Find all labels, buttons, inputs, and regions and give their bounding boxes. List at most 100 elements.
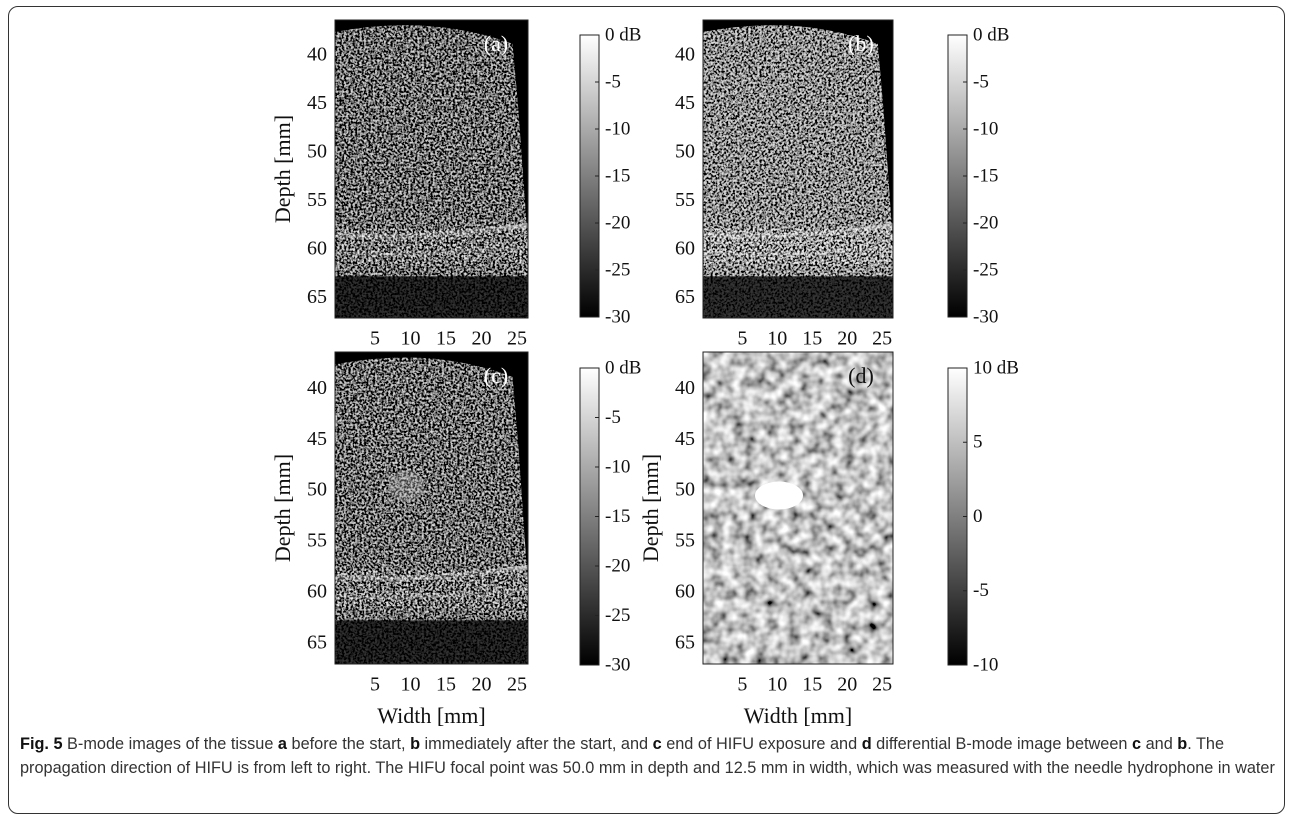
caption-bold: c (652, 735, 662, 753)
colorbar-tick-label: 0 dB (605, 357, 641, 378)
y-axis-label: Depth [mm] (270, 454, 295, 562)
image-border (702, 351, 894, 665)
y-tick-label: 40 (307, 377, 327, 399)
colorbar-tick-label: -20 (605, 212, 630, 233)
panel-label: (a) (484, 31, 508, 56)
colorbar-tick-label: -10 (973, 118, 998, 139)
caption-text: end of HIFU exposure and (661, 735, 862, 753)
x-tick-label: 25 (872, 674, 892, 696)
colorbar-tick-label: -15 (605, 506, 630, 527)
y-tick-label: 40 (675, 377, 695, 399)
colorbar-tick-label: -30 (973, 306, 998, 327)
y-tick-label: 55 (675, 530, 695, 552)
x-tick-label: 20 (837, 328, 857, 350)
colorbar-tick-label: -5 (605, 71, 621, 92)
colorbar-tick-label: -25 (973, 259, 998, 280)
colorbar-tick-label: 0 (973, 506, 983, 527)
panel: (a) 40 45 50 55 60 65 5 10 15 20 25 Depth [mm] 0 dB -5… (270, 19, 641, 350)
x-tick-label: 5 (737, 328, 747, 350)
colorbar-tick-label: 0 dB (973, 24, 1009, 45)
speckle (703, 25, 893, 318)
y-tick-label: 45 (675, 428, 695, 450)
panel: (c) 40 45 50 55 60 65 5 10 15 20 25 Depth [mm] Width … (270, 351, 641, 728)
difference-texture (703, 352, 893, 664)
x-tick-label: 20 (471, 328, 491, 350)
colorbar-tick-label: -5 (973, 71, 989, 92)
image-border (334, 19, 529, 319)
colorbar-tick-label: -15 (605, 165, 630, 186)
image-border (334, 351, 529, 665)
x-axis-label: Width [mm] (377, 703, 486, 728)
speckle-overlay (335, 228, 528, 265)
caption-text: differential B-mode image between (871, 735, 1132, 753)
y-tick-label: 50 (307, 479, 327, 501)
speckle (335, 25, 528, 318)
lesion (755, 481, 803, 510)
colorbar-tick-label: 0 dB (605, 24, 641, 45)
y-tick-label: 55 (675, 189, 695, 211)
y-tick-label: 40 (307, 43, 327, 65)
panel-label: (c) (484, 363, 508, 388)
x-tick-label: 20 (837, 674, 857, 696)
caption-text: and (1141, 735, 1178, 753)
caption-bold: c (1132, 735, 1142, 753)
y-tick-label: 60 (675, 580, 695, 602)
colorbar-tick-label: -10 (973, 654, 998, 675)
x-tick-label: 10 (400, 674, 420, 696)
colorbar-tick-label: -25 (605, 605, 630, 626)
y-tick-label: 50 (307, 141, 327, 163)
x-tick-label: 25 (872, 328, 892, 350)
y-tick-label: 65 (307, 286, 327, 308)
y-axis-label: Depth [mm] (638, 454, 663, 562)
image-border (702, 19, 894, 319)
deep-shadow (703, 276, 893, 318)
colorbar-tick-label: 10 dB (973, 357, 1019, 378)
y-tick-label: 45 (307, 92, 327, 114)
colorbar-tick-label: -25 (605, 259, 630, 280)
y-tick-label: 60 (307, 238, 327, 260)
y-tick-label: 55 (307, 189, 327, 211)
x-tick-label: 5 (370, 674, 380, 696)
speckle-overlay (335, 570, 528, 608)
caption-text: immediately after the start, and (420, 735, 653, 753)
deep-shadow (335, 276, 528, 318)
y-tick-label: 65 (675, 286, 695, 308)
x-tick-label: 25 (507, 328, 527, 350)
caption-text: before the start, (286, 735, 411, 753)
colorbar-tick-label: -30 (605, 654, 630, 675)
colorbar-tick-label: -10 (605, 456, 630, 477)
caption-bold: Fig. 5 (20, 735, 63, 753)
caption-bold: b (1177, 735, 1188, 753)
caption-bold: b (410, 735, 421, 753)
x-tick-label: 15 (802, 674, 822, 696)
y-tick-label: 55 (307, 530, 327, 552)
panel: (b) 40 45 50 55 60 65 5 10 15 20 25 0 dB -5 -10 -15 -20 -… (675, 19, 1009, 350)
x-tick-label: 10 (767, 328, 787, 350)
y-tick-label: 60 (307, 580, 327, 602)
x-tick-label: 15 (802, 328, 822, 350)
y-tick-label: 45 (307, 428, 327, 450)
colorbar-tick-label: -15 (973, 165, 998, 186)
speckle-overlay (703, 228, 893, 265)
y-tick-label: 50 (675, 141, 695, 163)
y-axis-label: Depth [mm] (270, 115, 295, 223)
x-tick-label: 15 (436, 328, 456, 350)
caption-text: . The propagation direction of HIFU is f… (20, 735, 1275, 777)
caption-text: B-mode images of the tissue (62, 735, 278, 753)
x-tick-label: 5 (737, 674, 747, 696)
x-tick-label: 15 (436, 674, 456, 696)
colorbar-tick-label: -20 (973, 212, 998, 233)
deep-shadow (335, 620, 528, 664)
colorbar-tick-label: -30 (605, 306, 630, 327)
speckle (335, 357, 528, 664)
y-tick-label: 60 (675, 238, 695, 260)
x-tick-label: 25 (507, 674, 527, 696)
y-tick-label: 65 (675, 631, 695, 653)
x-tick-label: 10 (767, 674, 787, 696)
colorbar-tick-label: -5 (973, 580, 989, 601)
x-axis-label: Width [mm] (744, 703, 853, 728)
panel-label: (d) (848, 363, 874, 388)
colorbar-tick-label: -20 (605, 555, 630, 576)
